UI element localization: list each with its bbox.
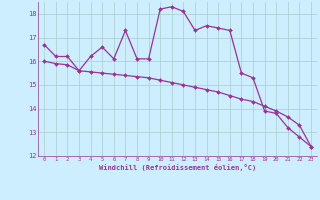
X-axis label: Windchill (Refroidissement éolien,°C): Windchill (Refroidissement éolien,°C) <box>99 164 256 171</box>
